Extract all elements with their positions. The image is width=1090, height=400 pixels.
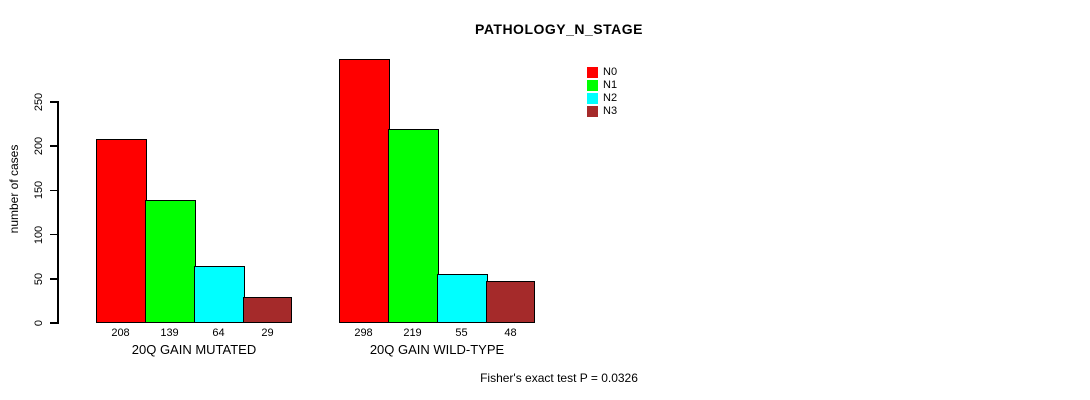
bar-value-label: 64	[212, 327, 225, 339]
n2-color-swatch	[587, 93, 598, 104]
bar-value-label: 55	[455, 327, 468, 339]
bar-value-label: 29	[261, 327, 274, 339]
legend-item: N2	[587, 92, 617, 105]
y-axis-tick	[50, 189, 58, 191]
bar-value-label: 48	[504, 327, 517, 339]
n0-color-swatch	[587, 67, 598, 78]
category-label: 20Q GAIN MUTATED	[131, 342, 257, 357]
legend-item-label: N2	[603, 92, 618, 104]
legend-item-label: N3	[603, 105, 618, 117]
y-axis-tick-label: 200	[33, 136, 45, 156]
y-axis-tick-label: 0	[33, 319, 45, 327]
y-axis-tick	[50, 278, 58, 280]
y-axis-tick-label: 100	[33, 225, 45, 244]
category-label: 20Q GAIN WILD-TYPE	[369, 342, 505, 357]
bar-value-label: 208	[111, 327, 130, 339]
bar-value-label: 219	[403, 327, 422, 339]
n1-color-swatch	[587, 80, 598, 91]
bar-n1-group2	[388, 129, 439, 323]
y-axis-tick	[50, 322, 58, 324]
legend-item: N1	[587, 79, 617, 92]
bar-n2-group2	[437, 274, 488, 323]
y-axis-tick-label: 250	[33, 92, 45, 111]
y-axis-tick	[50, 145, 58, 147]
y-axis-tick-label: 150	[33, 181, 45, 200]
bar-n3-group2	[486, 280, 535, 323]
fisher-test-annotation: Fisher's exact test P = 0.0326	[480, 371, 638, 385]
y-axis-label: number of cases	[7, 144, 21, 234]
legend-item: N3	[587, 105, 617, 118]
bar-value-label: 298	[354, 327, 373, 339]
chart-title: PATHOLOGY_N_STAGE	[475, 21, 643, 37]
bar-n0-group2	[339, 59, 390, 323]
legend-item-label: N0	[603, 66, 618, 78]
bar-value-label: 139	[160, 327, 179, 339]
bar-n0-group1	[96, 138, 147, 323]
bar-n1-group1	[145, 199, 196, 323]
legend-item-label: N1	[603, 79, 618, 91]
y-axis-tick	[50, 233, 58, 236]
y-axis-line	[57, 101, 59, 324]
bar-n3-group1	[243, 297, 292, 323]
n3-color-swatch	[587, 106, 598, 117]
legend-item: N0	[587, 66, 617, 79]
legend: N0 N1 N2 N3	[587, 66, 617, 118]
y-axis-tick	[50, 101, 58, 103]
bar-n2-group1	[194, 266, 245, 323]
y-axis-tick-label: 50	[33, 272, 45, 285]
